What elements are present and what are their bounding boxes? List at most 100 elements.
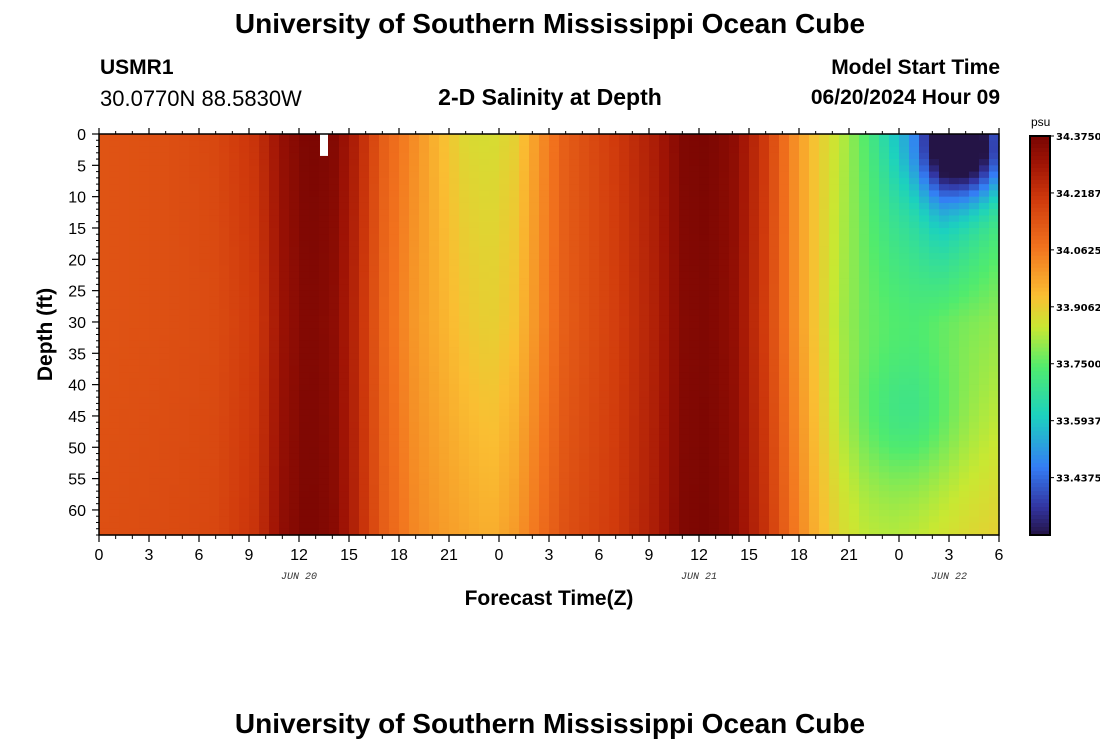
heatmap-cell [199,403,210,411]
heatmap-cell [729,340,740,348]
heatmap-cell [859,522,870,530]
heatmap-cell [649,509,660,517]
heatmap-cell [209,472,220,480]
heatmap-cell [519,190,530,198]
heatmap-cell [509,134,520,141]
heatmap-cell [759,340,770,348]
heatmap-cell [769,271,780,279]
heatmap-cell [179,453,190,461]
heatmap-cell [529,347,540,354]
heatmap-cell [579,522,590,530]
heatmap-cell [639,422,650,430]
heatmap-cell [349,259,360,267]
heatmap-cell [499,497,510,505]
heatmap-cell [599,278,610,285]
heatmap-cell [759,296,770,304]
heatmap-cell [549,296,560,304]
heatmap-cell [419,340,430,348]
heatmap-cell [499,152,510,160]
heatmap-cell [789,177,800,185]
heatmap-cell [419,415,430,423]
heatmap-cell [519,159,530,166]
heatmap-cell [789,447,800,455]
heatmap-cell [449,177,460,185]
heatmap-cell [109,434,120,442]
heatmap-cell [509,152,520,160]
heatmap-cell [489,447,500,455]
heatmap-cell [219,390,230,398]
heatmap-cell [669,453,680,461]
heatmap-cell [259,459,270,467]
heatmap-cell [679,215,690,223]
heatmap-cell [809,303,820,311]
heatmap-cell [629,315,640,323]
heatmap-cell [159,165,170,173]
heatmap-cell [759,484,770,492]
heatmap-cell [509,334,520,342]
heatmap-cell [659,253,670,260]
heatmap-cell [789,415,800,423]
heatmap-cell [699,303,710,311]
heatmap-cell [829,171,840,179]
heatmap-cell [799,140,810,148]
heatmap-cell [399,516,410,524]
heatmap-cell [149,284,160,292]
heatmap-cell [739,509,750,517]
heatmap-cell [609,196,620,204]
heatmap-cell [159,403,170,411]
heatmap-cell [539,134,550,141]
heatmap-cell [589,171,600,179]
heatmap-cell [529,177,540,185]
heatmap-cell [249,497,260,505]
heatmap-cell [749,453,760,461]
heatmap-cell [739,196,750,204]
heatmap-cell [859,509,870,517]
heatmap-cell [659,246,670,254]
heatmap-cell [719,422,730,430]
heatmap-cell [609,284,620,292]
heatmap-cell [659,415,670,423]
heatmap-cell [839,447,850,455]
heatmap-cell [719,259,730,267]
heatmap-cell [639,497,650,505]
heatmap-cell [749,140,760,148]
heatmap-cell [159,152,170,160]
heatmap-cell [739,278,750,285]
heatmap-cell [569,309,580,317]
heatmap-cell [689,397,700,405]
heatmap-cell [689,240,700,248]
heatmap-cell [819,303,830,311]
heatmap-cell [259,441,270,448]
heatmap-cell [639,409,650,417]
heatmap-cell [139,434,150,442]
heatmap-cell [849,321,860,329]
heatmap-cell [609,340,620,348]
heatmap-cell [549,321,560,329]
heatmap-cell [819,447,830,455]
heatmap-cell [679,140,690,148]
heatmap-cell [679,309,690,317]
heatmap-cell [559,278,570,285]
heatmap-cell [859,528,870,536]
heatmap-cell [249,234,260,242]
heatmap-cell [199,134,210,141]
heatmap-cell [869,422,880,430]
heatmap-cell [649,215,660,223]
heatmap-cell [719,403,730,411]
heatmap-cell [759,365,770,373]
heatmap-cell [429,428,440,436]
heatmap-cell [739,190,750,198]
heatmap-cell [259,334,270,342]
heatmap-cell [479,221,490,229]
heatmap-cell [469,390,480,398]
heatmap-cell [849,516,860,524]
heatmap-cell [719,522,730,530]
heatmap-cell [289,215,300,223]
heatmap-cell [619,516,630,524]
heatmap-cell [859,491,870,499]
heatmap-cell [289,459,300,467]
heatmap-cell [429,209,440,217]
heatmap-cell [859,246,870,254]
heatmap-cell [169,309,180,317]
heatmap-cell [399,403,410,411]
